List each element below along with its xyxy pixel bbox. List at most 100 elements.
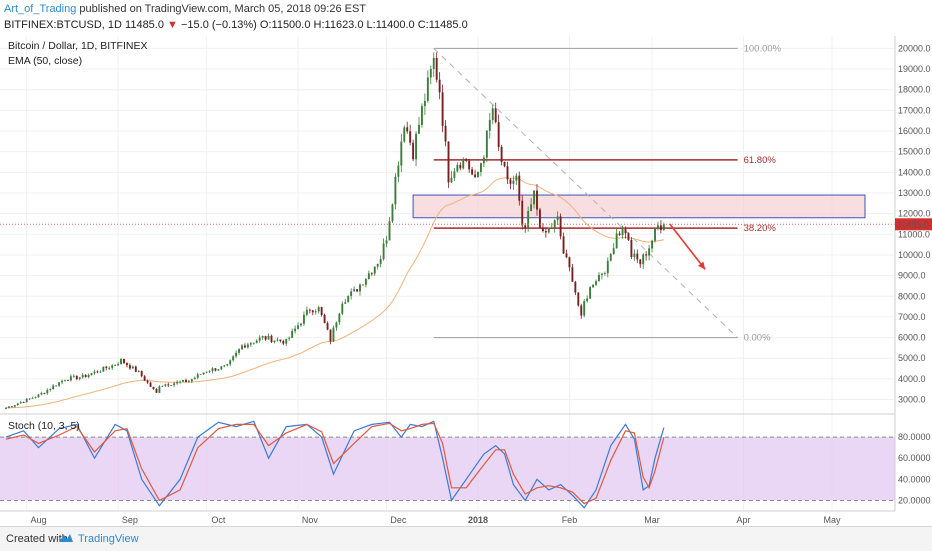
candle-body — [500, 146, 503, 162]
price-tick-label: 19000.0 — [898, 64, 931, 74]
resistance-zone-box — [412, 194, 866, 219]
stoch-tick-label: 40.0000 — [898, 474, 931, 484]
candle-body — [305, 309, 308, 315]
candle-body — [211, 368, 214, 372]
candle-body — [654, 228, 656, 241]
candle-body — [114, 365, 117, 367]
candle-body — [565, 253, 568, 258]
price-tick-label: 5000.0 — [898, 353, 926, 363]
candle-body — [662, 224, 665, 231]
candle-body — [255, 340, 258, 343]
candle-body — [238, 349, 240, 353]
candle-body — [524, 225, 527, 228]
candle-body — [187, 381, 190, 383]
resistance-zone — [412, 194, 866, 219]
stoch-series-line — [5, 420, 665, 509]
tradingview-logo-icon[interactable] — [58, 531, 74, 545]
author-link[interactable]: Art_of_Trading — [4, 3, 77, 15]
candle-body — [264, 336, 267, 340]
price-tick-label: 9000.0 — [898, 271, 926, 281]
candle-body — [285, 338, 288, 344]
ema-50-line — [6, 177, 664, 409]
candle-body — [208, 371, 211, 373]
price-tick-label: 15000.0 — [898, 147, 931, 157]
candle-body — [600, 273, 603, 275]
candle-body — [530, 204, 533, 212]
candle-body — [170, 385, 173, 386]
candle-body — [267, 335, 270, 340]
candle-body — [226, 364, 229, 366]
candle-body — [400, 141, 403, 166]
candle-body — [415, 133, 417, 160]
candle-body — [43, 393, 46, 394]
candle-body — [385, 240, 388, 244]
candle-body — [645, 254, 648, 256]
candle-body — [182, 379, 184, 382]
fib-label: 0.00% — [744, 333, 771, 344]
candle-body — [102, 366, 105, 372]
candle-body — [512, 180, 515, 184]
candle-body — [503, 161, 506, 167]
candle-body — [137, 370, 140, 372]
stoch-tick-label: 20.0000 — [898, 495, 931, 505]
candle-body — [105, 366, 108, 369]
candle-body — [13, 405, 16, 407]
candle-body — [462, 159, 465, 169]
candle-body — [480, 163, 482, 172]
candle-body — [34, 397, 37, 399]
candle-body — [72, 375, 75, 377]
ema-line — [6, 177, 664, 409]
candle-body — [81, 374, 84, 378]
annotations — [0, 223, 895, 270]
price-chart[interactable]: 100.00% 61.80% 38.20% 0.00% 3000.0 4000.0 500… — [0, 36, 932, 526]
candle-body — [294, 328, 297, 332]
candle-body — [577, 292, 580, 306]
candle-body — [362, 284, 364, 286]
candle-body — [244, 345, 246, 348]
candle-body — [359, 284, 361, 292]
candle-body — [659, 225, 662, 231]
candle-body — [288, 337, 291, 339]
candle-body — [553, 220, 556, 228]
candle-body — [651, 240, 653, 249]
candle-body — [28, 398, 31, 400]
candle-body — [78, 377, 81, 380]
candle-body — [376, 263, 379, 267]
candle-body — [477, 171, 479, 177]
candle-body — [621, 229, 624, 236]
fib-label: 38.20% — [744, 223, 777, 234]
candle-body — [297, 325, 299, 329]
candle-body — [491, 108, 494, 121]
candle-body — [291, 331, 294, 338]
candle-body — [49, 389, 52, 390]
candle-body — [630, 239, 633, 257]
time-tick-label: Aug — [30, 515, 46, 525]
price-tick-label: 10000.0 — [898, 250, 931, 260]
candle-body — [364, 279, 367, 285]
price-tick-label: 18000.0 — [898, 85, 931, 95]
time-tick-label: 2018 — [468, 515, 488, 525]
stoch-tick-label: 80.0000 — [898, 432, 931, 442]
candle-body — [418, 124, 420, 134]
candle-body — [84, 374, 87, 378]
candle-body — [282, 341, 285, 344]
candle-body — [220, 366, 223, 370]
fib-label: 100.00% — [744, 43, 782, 54]
candle-body — [344, 302, 347, 304]
candle-body — [559, 216, 562, 237]
candle-body — [217, 369, 220, 371]
candle-body — [453, 171, 456, 178]
candle-body — [450, 177, 453, 183]
candle-body — [403, 127, 406, 142]
down-arrow-head — [697, 261, 706, 270]
candle-body — [326, 323, 329, 330]
tradingview-brand[interactable]: TradingView — [78, 533, 139, 545]
ema-legend: EMA (50, close) — [8, 55, 82, 67]
candle-body — [648, 248, 651, 256]
candle-body — [276, 339, 279, 341]
fib-diagonal-line — [433, 48, 738, 338]
candle-body — [146, 380, 149, 383]
candle-body — [40, 393, 43, 395]
candle-body — [482, 157, 485, 164]
candle-body — [379, 259, 382, 264]
